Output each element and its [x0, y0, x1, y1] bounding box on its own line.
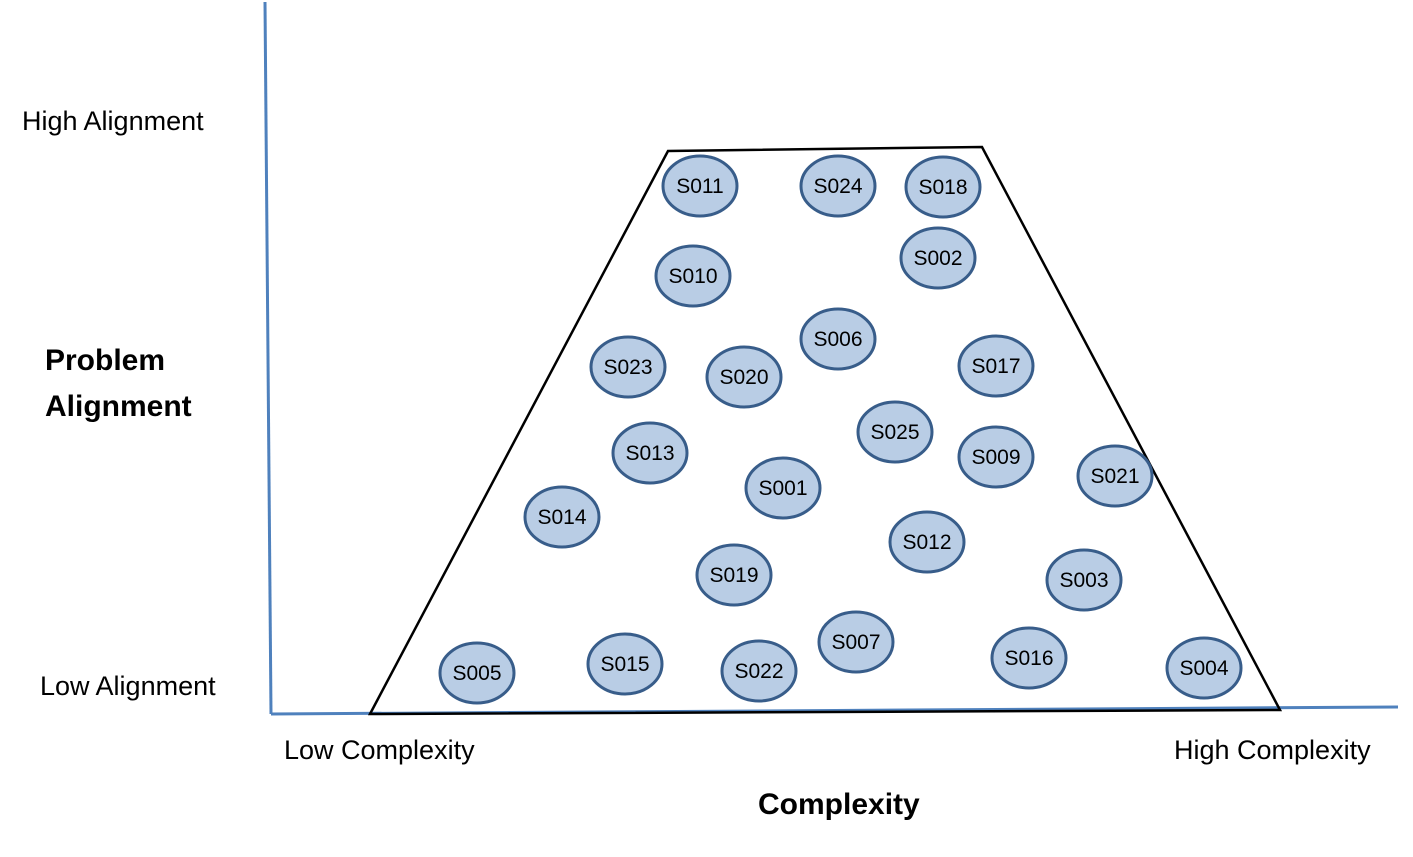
node-label: S022	[734, 660, 783, 683]
y-axis-line	[263, 1, 273, 715]
node-s025: S025	[856, 400, 934, 464]
node-ellipse	[654, 244, 732, 308]
node-ellipse	[720, 639, 798, 703]
node-s022: S022	[720, 639, 798, 703]
node-label: S023	[603, 356, 652, 379]
node-ellipse	[856, 400, 934, 464]
node-s018: S018	[904, 155, 982, 219]
x-axis-low-label: Low Complexity	[284, 735, 475, 765]
node-ellipse	[888, 510, 966, 574]
node-label: S001	[758, 477, 807, 500]
node-s004: S004	[1165, 636, 1243, 700]
node-ellipse	[438, 641, 516, 705]
node-ellipse	[899, 226, 977, 290]
y-axis-title-line-1: Problem	[45, 344, 166, 377]
node-label: S025	[870, 421, 919, 444]
node-s021: S021	[1076, 444, 1154, 508]
node-s001: S001	[744, 456, 822, 520]
node-s013: S013	[611, 421, 689, 485]
node-label: S019	[709, 564, 758, 587]
node-label: S009	[971, 446, 1020, 469]
node-label: S011	[676, 175, 724, 198]
node-label: S004	[1179, 657, 1228, 680]
node-s010: S010	[654, 244, 732, 308]
node-ellipse	[904, 155, 982, 219]
node-ellipse	[589, 335, 667, 399]
node-label: S015	[600, 653, 649, 676]
node-s003: S003	[1045, 548, 1123, 612]
trapezoid-region	[367, 145, 1283, 716]
node-s005: S005	[438, 641, 516, 705]
node-ellipse	[817, 610, 895, 674]
y-axis-low-label: Low Alignment	[40, 671, 216, 701]
node-label: S021	[1090, 465, 1139, 488]
node-label: S017	[971, 355, 1020, 378]
node-s023: S023	[589, 335, 667, 399]
node-ellipse	[695, 543, 773, 607]
node-label: S003	[1059, 569, 1108, 592]
node-s006: S006	[799, 307, 877, 371]
node-label: S002	[913, 247, 962, 270]
node-s016: S016	[990, 626, 1068, 690]
node-s015: S015	[586, 632, 664, 696]
node-ellipse	[1165, 636, 1243, 700]
node-ellipse	[957, 425, 1035, 489]
y-axis-high-label: High Alignment	[22, 106, 204, 136]
nodes-layer: S011 S024 S018 S002 S010 S006 S023 S020 S017 S025…	[438, 154, 1243, 705]
node-ellipse	[611, 421, 689, 485]
node-label: S005	[452, 662, 501, 685]
node-label: S012	[902, 531, 951, 554]
node-label: S020	[719, 366, 768, 389]
node-ellipse	[705, 345, 783, 409]
node-ellipse	[586, 632, 664, 696]
node-s019: S019	[695, 543, 773, 607]
node-ellipse	[1045, 548, 1123, 612]
node-s012: S012	[888, 510, 966, 574]
node-ellipse	[799, 154, 877, 218]
y-axis-title: Problem Alignment	[45, 338, 245, 430]
node-s011: S011	[661, 154, 739, 218]
node-ellipse	[744, 456, 822, 520]
node-label: S010	[668, 265, 717, 288]
node-label: S007	[831, 631, 880, 654]
x-axis-high-label: High Complexity	[1174, 735, 1371, 765]
node-label: S013	[625, 442, 674, 465]
node-s020: S020	[705, 345, 783, 409]
node-ellipse	[661, 154, 739, 218]
node-s014: S014	[523, 485, 601, 549]
node-s007: S007	[817, 610, 895, 674]
node-label: S006	[813, 328, 862, 351]
x-axis-title: Complexity	[758, 788, 920, 821]
node-label: S014	[537, 506, 586, 529]
node-label: S018	[918, 176, 967, 199]
node-ellipse	[957, 334, 1035, 398]
node-s009: S009	[957, 425, 1035, 489]
node-ellipse	[799, 307, 877, 371]
node-s017: S017	[957, 334, 1035, 398]
node-label: S016	[1004, 647, 1053, 670]
node-ellipse	[523, 485, 601, 549]
node-s024: S024	[799, 154, 877, 218]
node-ellipse	[1076, 444, 1154, 508]
node-label: S024	[813, 175, 862, 198]
node-ellipse	[990, 626, 1068, 690]
node-s002: S002	[899, 226, 977, 290]
y-axis-title-line-2: Alignment	[45, 390, 192, 423]
